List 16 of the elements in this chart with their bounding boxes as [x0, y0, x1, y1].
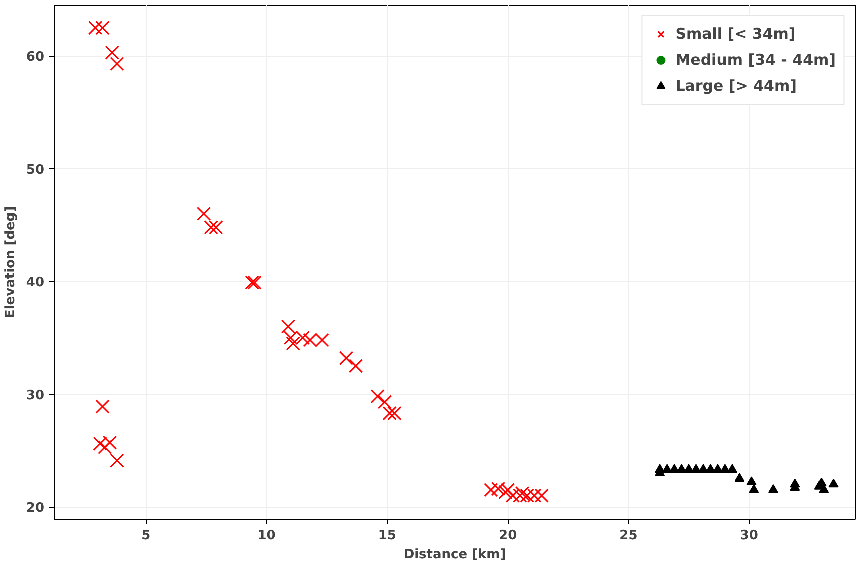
x-tick-label: 5 [142, 528, 151, 544]
x-tick-label: 25 [620, 528, 638, 544]
x-tick-label: 30 [740, 528, 758, 544]
y-tick-label: 30 [26, 388, 45, 404]
legend-label: Small [< 34m] [676, 25, 796, 43]
y-tick-label: 20 [26, 501, 45, 516]
x-tick-label: 20 [499, 528, 518, 544]
y-axis-title: Elevation [deg] [3, 206, 18, 319]
y-tick-label: 60 [26, 50, 45, 66]
y-tick-label: 50 [26, 162, 45, 178]
legend-label: Medium [34 - 44m] [676, 51, 836, 69]
y-tick-label: 40 [26, 276, 45, 291]
x-tick-label: 15 [378, 528, 396, 544]
legend-label: Large [> 44m] [676, 77, 797, 95]
x-axis-title: Distance [km] [404, 548, 506, 562]
x-tick-label: 10 [258, 528, 276, 544]
